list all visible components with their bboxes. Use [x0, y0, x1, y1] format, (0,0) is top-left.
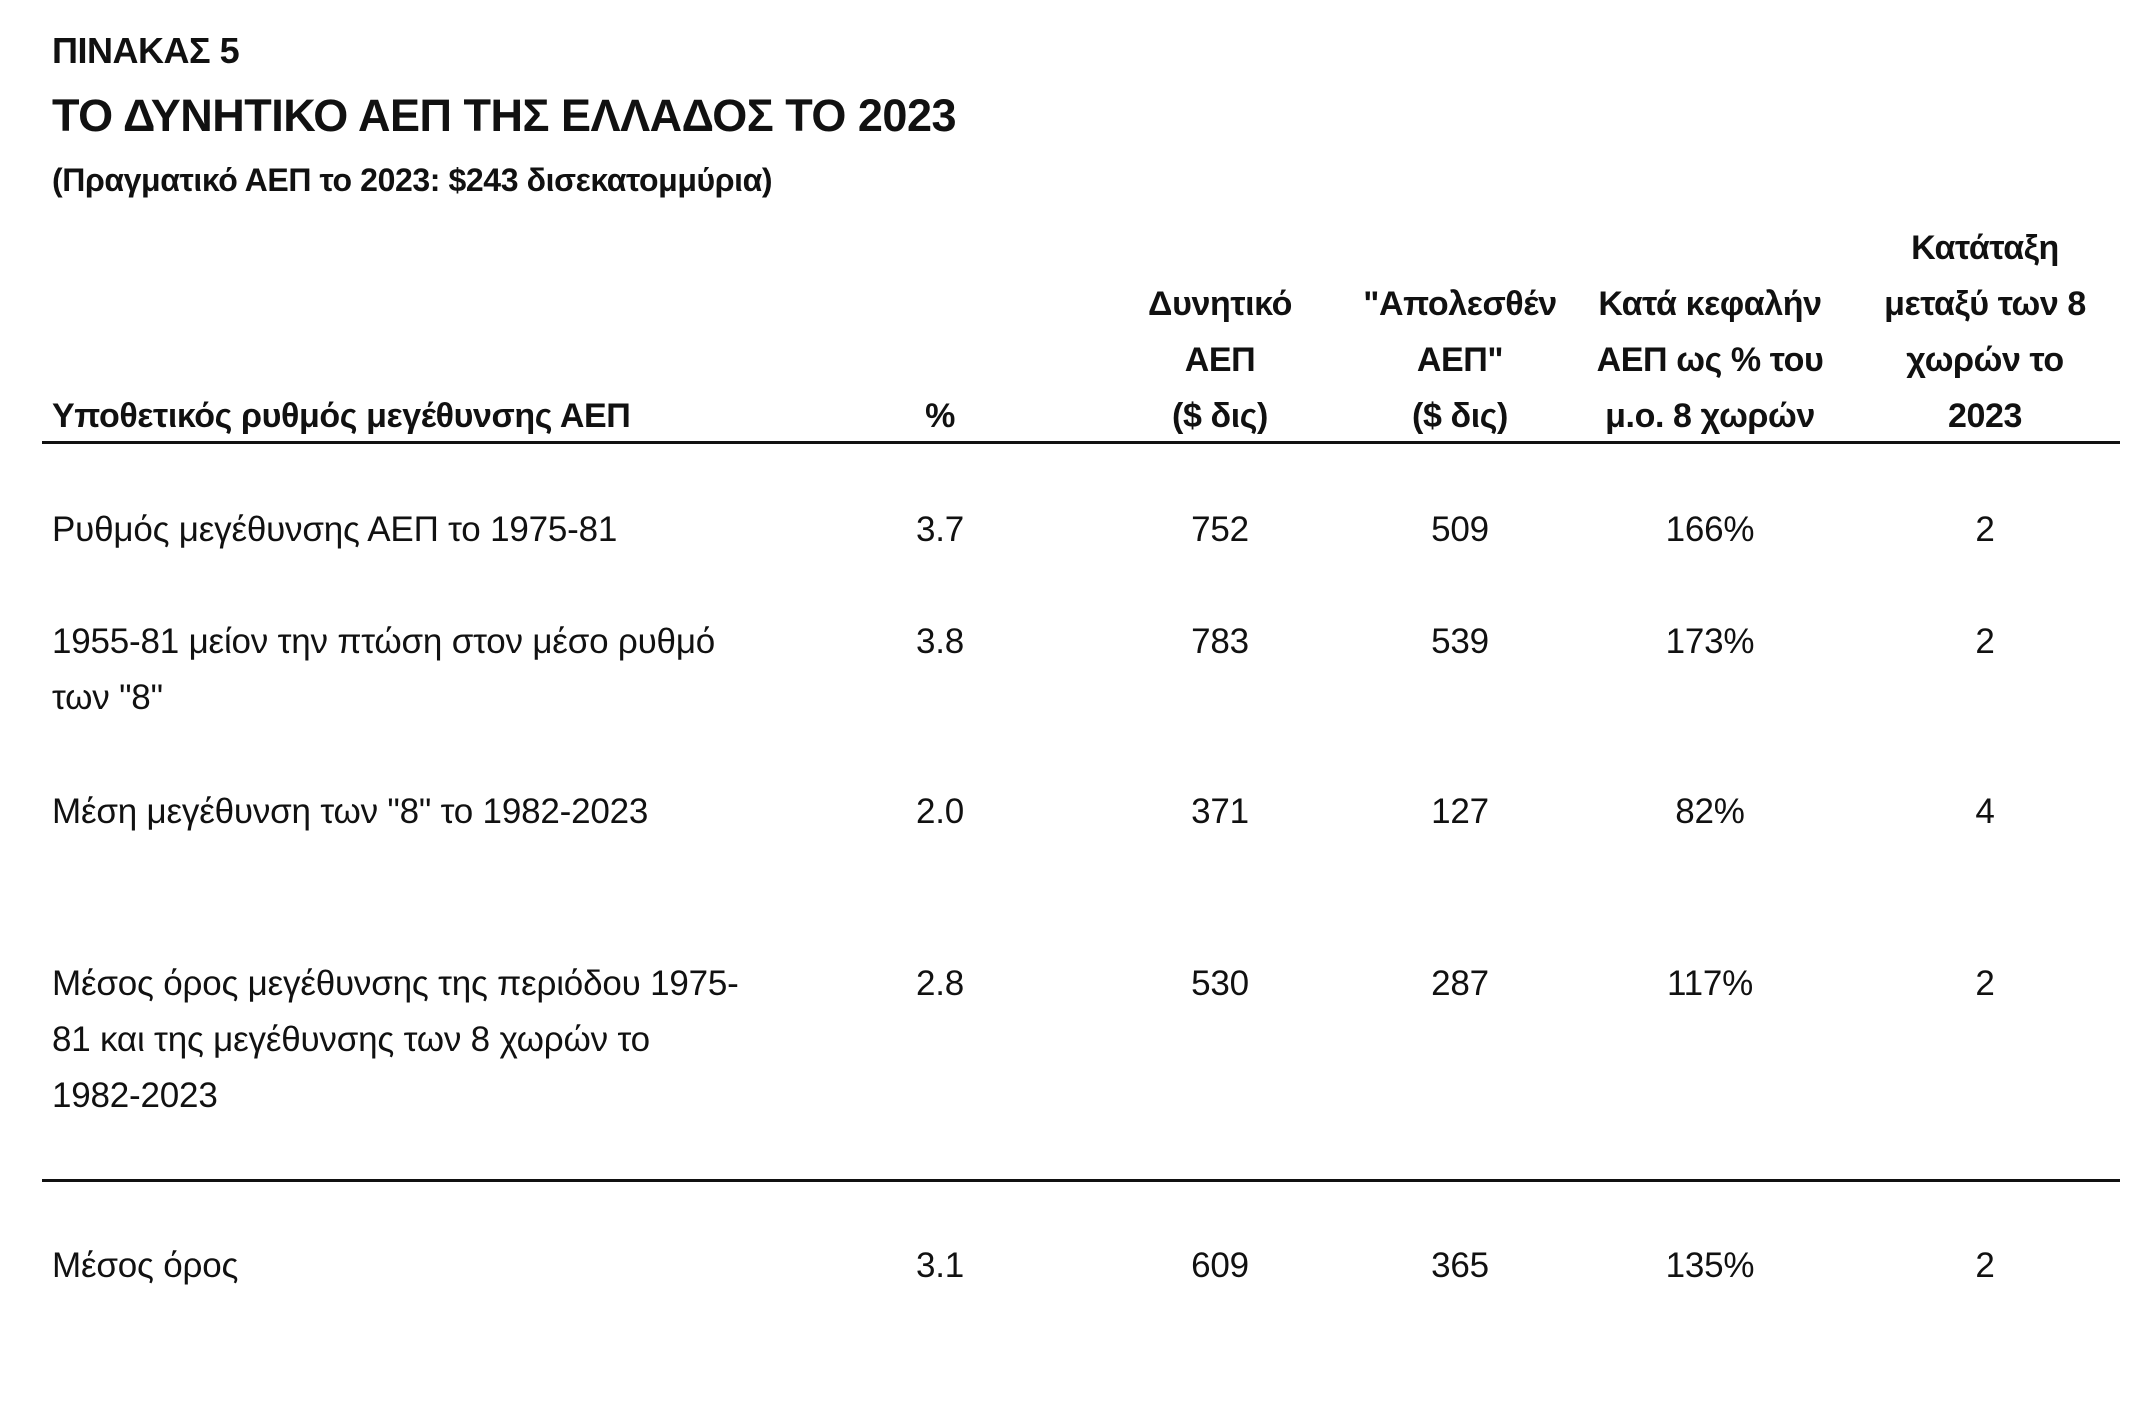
- row-potential-gdp: 783: [1191, 622, 1249, 661]
- row-percent: 2.8: [915, 964, 965, 1003]
- header-potential-gdp: Δυνητικό ΑΕΠ ($ δις): [1148, 285, 1292, 435]
- header-ranking: Κατάταξη μεταξύ των 8 χωρών το 2023: [1884, 229, 2086, 435]
- row-scenario: Μέση μεγέθυνση των "8" το 1982-2023: [52, 792, 649, 831]
- row-ranking: 4: [1975, 792, 1995, 831]
- row-ranking: 2: [1975, 510, 1995, 549]
- row-percent: 3.7: [915, 510, 965, 549]
- row-scenario: 1955-81 μείον την πτώση στον μέσο ρυθμό …: [52, 622, 716, 717]
- row-per-capita: 166%: [1665, 510, 1755, 549]
- average-divider: [42, 1179, 2120, 1182]
- row-ranking: 2: [1975, 964, 1995, 1003]
- average-potential-gdp: 609: [1191, 1246, 1249, 1285]
- row-ranking: 2: [1975, 622, 1995, 661]
- header-divider: [42, 441, 2120, 444]
- average-per-capita: 135%: [1665, 1246, 1755, 1285]
- header-percent: %: [925, 397, 955, 435]
- average-lost-gdp: 365: [1431, 1246, 1489, 1285]
- row-lost-gdp: 127: [1431, 792, 1489, 831]
- row-potential-gdp: 752: [1191, 510, 1249, 549]
- row-per-capita: 82%: [1675, 792, 1745, 831]
- row-potential-gdp: 530: [1191, 964, 1249, 1003]
- average-ranking: 2: [1975, 1246, 1995, 1285]
- header-lost-gdp: "Απολεσθέν ΑΕΠ" ($ δις): [1363, 285, 1557, 435]
- average-label: Μέσος όρος: [52, 1246, 239, 1285]
- row-lost-gdp: 539: [1431, 622, 1489, 661]
- row-lost-gdp: 287: [1431, 964, 1489, 1003]
- row-scenario: Ρυθμός μεγέθυνσης ΑΕΠ το 1975-81: [52, 510, 618, 549]
- row-per-capita: 117%: [1666, 964, 1754, 1003]
- row-percent: 3.8: [915, 622, 965, 661]
- average-percent: 3.1: [915, 1246, 965, 1285]
- header-scenario: Υποθετικός ρυθμός μεγέθυνσης ΑΕΠ: [52, 397, 631, 435]
- page-subtitle: (Πραγματικό ΑΕΠ το 2023: $243 δισεκατομμ…: [52, 162, 773, 198]
- row-potential-gdp: 371: [1191, 792, 1249, 831]
- page-title: ΤΟ ΔΥΝΗΤΙΚΟ ΑΕΠ ΤΗΣ ΕΛΛΑΔΟΣ ΤΟ 2023: [52, 90, 957, 141]
- row-percent: 2.0: [915, 792, 965, 831]
- table-label: ΠΙΝΑΚΑΣ 5: [52, 30, 240, 71]
- header-per-capita: Κατά κεφαλήν ΑΕΠ ως % του μ.ο. 8 χωρών: [1596, 285, 1824, 435]
- row-scenario: Μέσος όρος μεγέθυνσης της περιόδου 1975-…: [52, 964, 739, 1115]
- row-lost-gdp: 509: [1431, 510, 1489, 549]
- row-per-capita: 173%: [1665, 622, 1755, 661]
